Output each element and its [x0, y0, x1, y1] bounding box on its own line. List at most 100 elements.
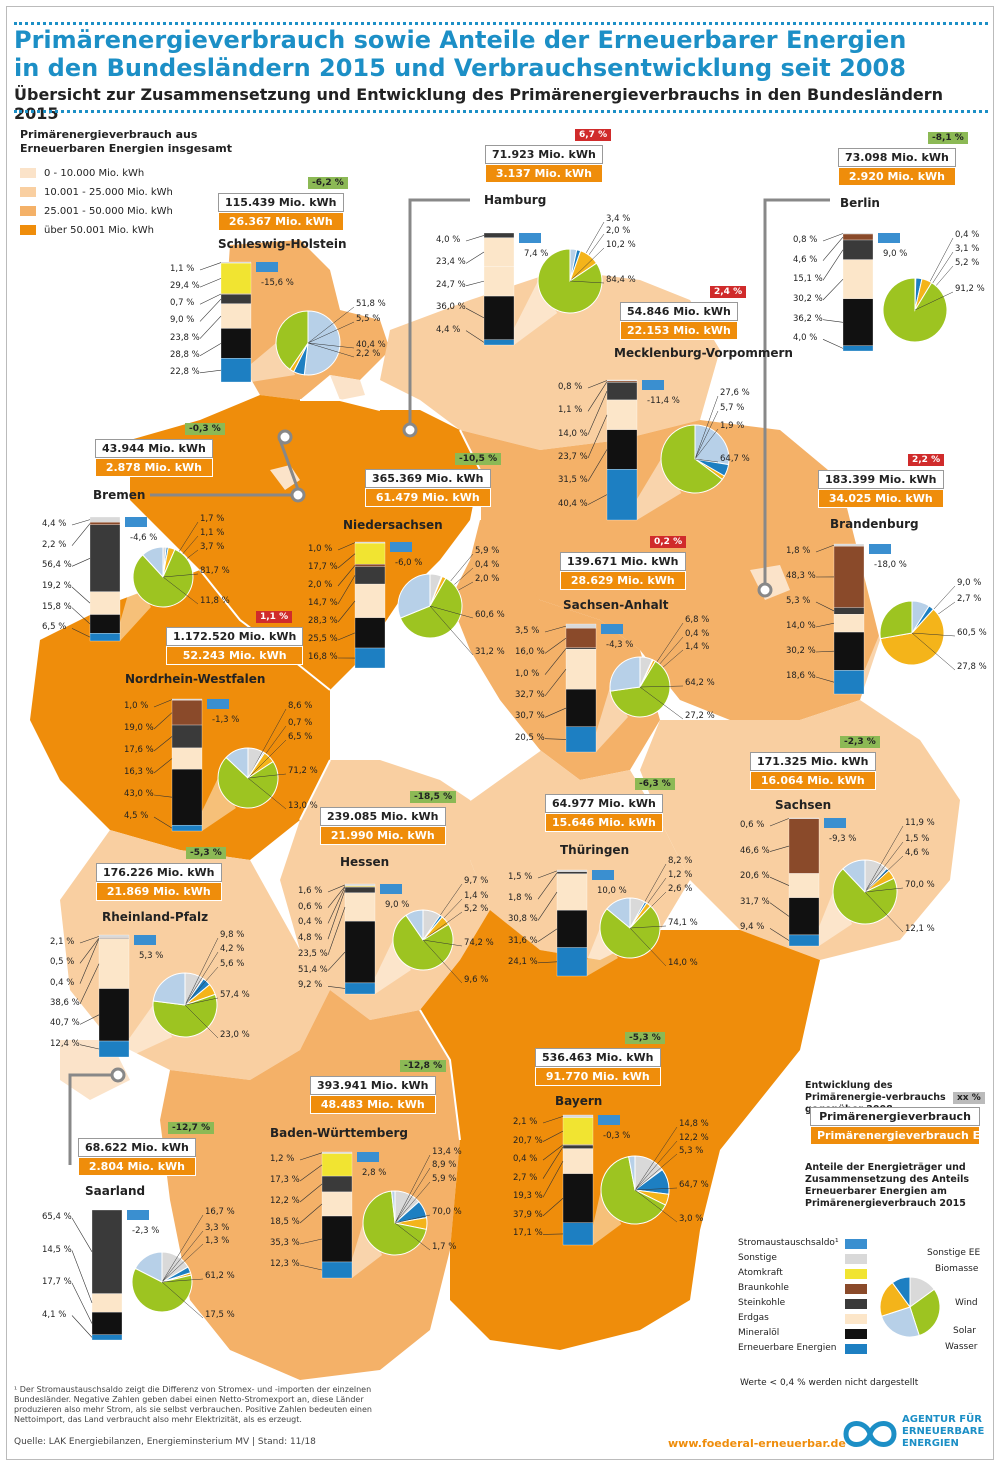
pie-leader — [161, 1278, 204, 1283]
primary-consumption: 73.098 Mio. kWh — [838, 148, 956, 167]
pie-label: 1,2 % — [668, 870, 693, 880]
pie-label: 9,6 % — [464, 975, 489, 985]
bar-leader — [199, 293, 222, 305]
bar-segment — [321, 1261, 353, 1279]
bar-label: 16,3 % — [124, 767, 154, 777]
legend-swatch — [20, 168, 36, 178]
bar-segment — [220, 328, 252, 359]
legend-carrier-label: Atomkraft — [738, 1268, 783, 1278]
pie-leader — [422, 939, 463, 947]
ee-consumption: 15.646 Mio. kWh — [545, 813, 663, 832]
change-badge: -10,5 % — [455, 453, 502, 465]
pie-leader — [634, 1126, 678, 1191]
pie-label: 1,4 % — [464, 891, 489, 901]
pie-label: 2,2 % — [356, 349, 381, 359]
bar-leader — [79, 963, 100, 1005]
bar-leader — [542, 1146, 564, 1179]
bar-segment — [833, 543, 865, 547]
bar-label: 65,4 % — [42, 1212, 72, 1222]
state-name: Berlin — [840, 196, 880, 210]
bar-label: 20,7 % — [513, 1135, 543, 1146]
legend-explain-anteile: Anteile der Energieträger und Zusammense… — [805, 1162, 969, 1209]
bar-leader — [199, 343, 222, 356]
bar-leader — [587, 391, 608, 435]
pie-connector — [120, 577, 151, 641]
pie-label: 5,6 % — [220, 959, 245, 969]
bar-leader — [587, 494, 608, 505]
bar-leader — [327, 951, 346, 971]
pie-connector — [129, 1005, 173, 1057]
legend-pie-label: Wasser — [945, 1342, 978, 1352]
bar-segment — [556, 947, 588, 977]
bar-segment — [483, 295, 515, 340]
state-region-hamburg — [330, 375, 365, 400]
legend-carrier-label: Erneuerbare Energien — [738, 1343, 837, 1353]
bar-leader — [71, 1250, 93, 1303]
pie-leader — [694, 458, 719, 463]
bar-label: 4,0 % — [436, 235, 461, 245]
pie-label: 70,0 % — [905, 880, 935, 890]
bar-segment — [562, 1173, 594, 1223]
bar-label: 20,5 % — [515, 732, 545, 743]
pie-leader — [307, 321, 355, 344]
bar-label: 31,5 % — [558, 475, 588, 486]
bar-segment — [98, 934, 130, 938]
pie-leader — [864, 825, 904, 893]
legend-carrier-swatch — [845, 1284, 867, 1294]
state-name: Thüringen — [560, 843, 630, 857]
bar-label: 1,0 % — [308, 544, 333, 554]
bar-segment — [565, 726, 597, 753]
bar-label: 3,5 % — [515, 626, 540, 636]
bar-segment — [354, 566, 386, 585]
bar-segment — [354, 583, 386, 618]
state-card-bw: 393.941 Mio. kWh 48.483 Mio. kWh — [310, 1076, 436, 1114]
primary-consumption: 393.941 Mio. kWh — [310, 1076, 436, 1095]
state-card-mv: 54.846 Mio. kWh 22.153 Mio. kWh — [620, 302, 738, 340]
pie-leader — [394, 1222, 431, 1251]
pie-label: 91,2 % — [955, 284, 985, 294]
bar-segment — [562, 1117, 594, 1145]
bar-leader — [769, 928, 790, 941]
pie-leader — [864, 887, 904, 893]
change-badge: 0,2 % — [650, 536, 687, 548]
primary-consumption: 183.399 Mio. kWh — [818, 470, 944, 489]
pie-slice — [362, 1190, 427, 1256]
state-region-niedersachsen — [130, 395, 480, 690]
bar-label: 1,1 % — [170, 264, 195, 274]
pie-label: 0,4 % — [475, 560, 500, 570]
pie-connector — [864, 633, 900, 694]
bar-leader — [815, 544, 835, 553]
pie-label: 1,7 % — [432, 1242, 457, 1252]
bar-label: 30,8 % — [508, 914, 538, 925]
bar-label: 1,8 % — [786, 546, 811, 556]
bar-segment — [171, 747, 203, 770]
pie-label: 5,7 % — [720, 403, 745, 413]
pie-slice — [606, 897, 631, 930]
website-link[interactable]: www.foederal-erneuerbar.de — [668, 1437, 846, 1450]
primary-consumption: 1.172.520 Mio. kWh — [166, 627, 304, 646]
bar-leader — [537, 870, 558, 879]
legend-carrier-swatch — [845, 1269, 867, 1279]
bar-segment — [89, 524, 121, 592]
bar-label: 4,1 % — [42, 1309, 67, 1320]
bar-segment — [89, 633, 121, 642]
primary-consumption: 68.622 Mio. kWh — [78, 1138, 196, 1157]
change-badge: -6,3 % — [635, 778, 675, 790]
pie-label: 9,8 % — [220, 930, 245, 940]
pie-slice — [391, 1190, 396, 1224]
pie-leader — [394, 1214, 431, 1224]
state-card-be: 73.098 Mio. kWh 2.920 Mio. kWh — [838, 148, 956, 186]
bar-label: 17,3 % — [270, 1175, 300, 1185]
trade-box — [380, 884, 402, 894]
bar-segment — [842, 298, 874, 346]
pie-leader — [864, 841, 904, 893]
bar-segment — [788, 818, 820, 874]
pie-label: 13,4 % — [432, 1147, 462, 1157]
pie-leader — [639, 686, 684, 720]
pie-slice — [599, 905, 661, 959]
ee-consumption: 28.629 Mio. kWh — [560, 571, 686, 590]
bar-label: 1,5 % — [508, 872, 533, 882]
pie-slice — [879, 600, 913, 640]
pie-leader — [422, 911, 463, 941]
bar-label: 1,0 % — [515, 668, 540, 679]
